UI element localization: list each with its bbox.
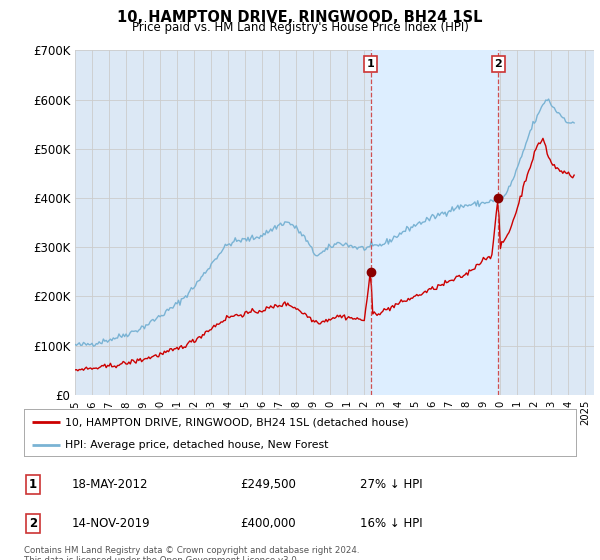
Text: HPI: Average price, detached house, New Forest: HPI: Average price, detached house, New … — [65, 440, 329, 450]
Text: 2: 2 — [494, 59, 502, 69]
Text: 1: 1 — [29, 478, 37, 491]
Text: £249,500: £249,500 — [240, 478, 296, 491]
Text: £400,000: £400,000 — [240, 517, 296, 530]
Text: 10, HAMPTON DRIVE, RINGWOOD, BH24 1SL: 10, HAMPTON DRIVE, RINGWOOD, BH24 1SL — [117, 10, 483, 25]
Bar — [371, 50, 498, 395]
Text: Contains HM Land Registry data © Crown copyright and database right 2024.
This d: Contains HM Land Registry data © Crown c… — [24, 546, 359, 560]
Text: 18-MAY-2012: 18-MAY-2012 — [72, 478, 149, 491]
Text: 14-NOV-2019: 14-NOV-2019 — [72, 517, 151, 530]
Text: 16% ↓ HPI: 16% ↓ HPI — [360, 517, 422, 530]
Text: Price paid vs. HM Land Registry's House Price Index (HPI): Price paid vs. HM Land Registry's House … — [131, 21, 469, 34]
Text: 1: 1 — [367, 59, 374, 69]
Text: 27% ↓ HPI: 27% ↓ HPI — [360, 478, 422, 491]
Text: 2: 2 — [29, 517, 37, 530]
Text: 10, HAMPTON DRIVE, RINGWOOD, BH24 1SL (detached house): 10, HAMPTON DRIVE, RINGWOOD, BH24 1SL (d… — [65, 417, 409, 427]
